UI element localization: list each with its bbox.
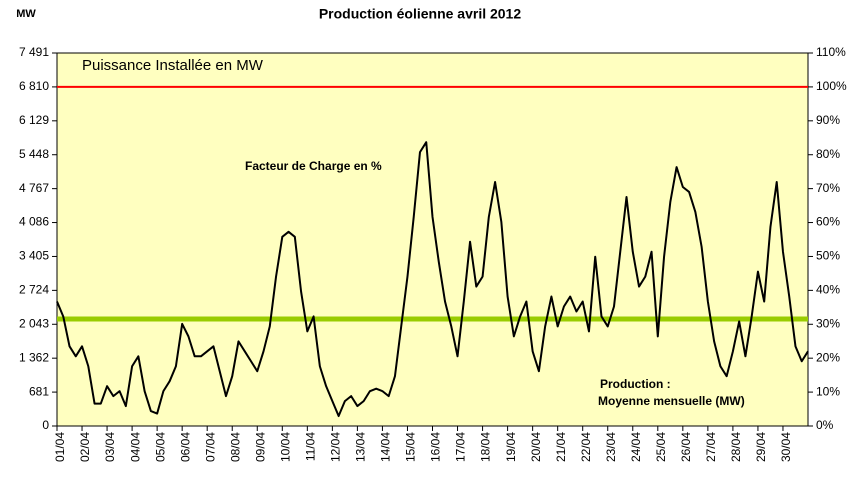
y2-tick-label: 60% xyxy=(816,215,840,229)
x-tick-label: 12/04 xyxy=(329,432,343,462)
annotation: Facteur de Charge en % xyxy=(245,159,382,173)
y-tick-label: 2 043 xyxy=(19,316,49,330)
y2-tick-label: 10% xyxy=(816,384,840,398)
y2-tick-label: 20% xyxy=(816,350,840,364)
y-tick-label: 6 129 xyxy=(19,113,49,127)
x-tick-label: 07/04 xyxy=(203,432,217,462)
x-tick-label: 02/04 xyxy=(78,432,92,462)
y-tick-label: 0 xyxy=(42,418,49,432)
y2-tick-label: 0% xyxy=(816,418,834,432)
y-tick-label: 7 491 xyxy=(19,45,49,59)
x-tick-label: 18/04 xyxy=(479,432,493,462)
y2-tick-label: 50% xyxy=(816,249,840,263)
x-tick-label: 10/04 xyxy=(278,432,292,462)
x-tick-label: 20/04 xyxy=(529,432,543,462)
y2-tick-label: 70% xyxy=(816,181,840,195)
x-tick-label: 27/04 xyxy=(704,432,718,462)
x-tick-label: 26/04 xyxy=(679,432,693,462)
reference-label: Moyenne mensuelle (MW) xyxy=(598,394,745,408)
reference-label: Production : xyxy=(600,377,671,391)
x-tick-label: 30/04 xyxy=(779,432,793,462)
y-axis-label: MW xyxy=(16,8,36,20)
y-tick-label: 1 362 xyxy=(19,350,49,364)
y2-tick-label: 80% xyxy=(816,147,840,161)
x-tick-label: 23/04 xyxy=(604,432,618,462)
x-tick-label: 24/04 xyxy=(629,432,643,462)
x-tick-label: 15/04 xyxy=(404,432,418,462)
x-tick-label: 13/04 xyxy=(354,432,368,462)
y2-tick-label: 110% xyxy=(816,45,846,59)
x-tick-label: 25/04 xyxy=(654,432,668,462)
y-tick-label: 3 405 xyxy=(19,249,49,263)
x-tick-label: 29/04 xyxy=(754,432,768,462)
x-tick-label: 11/04 xyxy=(304,432,318,461)
y2-tick-label: 90% xyxy=(816,113,840,127)
chart-title: Production éolienne avril 2012 xyxy=(319,6,522,22)
y-tick-label: 4 767 xyxy=(19,181,49,195)
x-tick-label: 22/04 xyxy=(579,432,593,462)
y-tick-label: 4 086 xyxy=(19,215,49,229)
y2-tick-label: 100% xyxy=(816,79,847,93)
x-tick-label: 28/04 xyxy=(729,432,743,462)
y2-tick-label: 40% xyxy=(816,283,840,297)
x-tick-label: 08/04 xyxy=(228,432,242,462)
x-tick-label: 01/04 xyxy=(53,432,67,462)
x-tick-label: 19/04 xyxy=(504,432,518,462)
x-tick-label: 21/04 xyxy=(554,432,568,462)
x-tick-label: 04/04 xyxy=(128,432,142,462)
x-tick-label: 17/04 xyxy=(454,432,468,462)
x-tick-label: 09/04 xyxy=(253,432,267,462)
x-tick-label: 14/04 xyxy=(379,432,393,462)
x-tick-label: 06/04 xyxy=(178,432,192,462)
reference-label: Puissance Installée en MW xyxy=(82,57,264,74)
y2-tick-label: 30% xyxy=(816,316,840,330)
x-tick-label: 03/04 xyxy=(103,432,117,462)
production-line xyxy=(56,141,809,418)
y-tick-label: 5 448 xyxy=(19,147,49,161)
x-tick-label: 05/04 xyxy=(153,432,167,462)
y-tick-label: 2 724 xyxy=(19,283,49,297)
y-tick-label: 681 xyxy=(29,384,49,398)
y-tick-label: 6 810 xyxy=(19,79,49,93)
plot-area xyxy=(56,52,809,427)
x-tick-label: 16/04 xyxy=(429,432,443,462)
